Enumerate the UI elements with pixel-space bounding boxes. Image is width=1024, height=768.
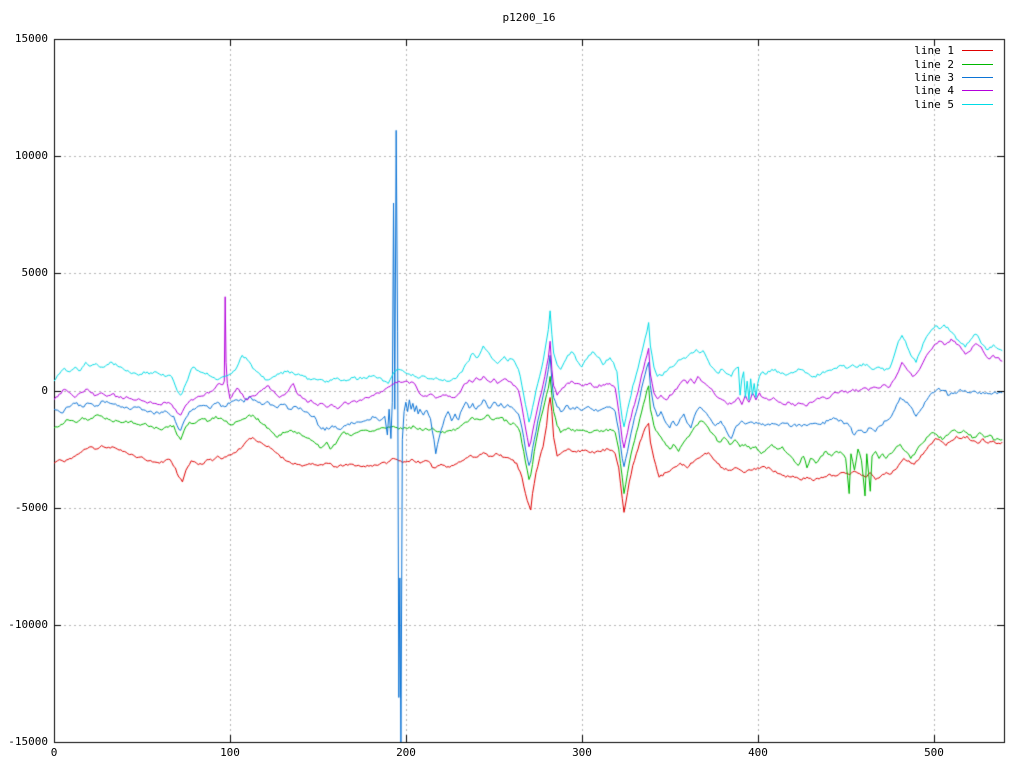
x-tick-label: 400 — [748, 746, 768, 759]
legend-label: line 5 — [914, 97, 954, 111]
y-tick-label: 0 — [41, 384, 48, 397]
legend-line-sample — [962, 50, 993, 52]
legend-row: line 4 — [914, 84, 993, 97]
x-tick-label: 200 — [396, 746, 416, 759]
y-tick-label: 10000 — [14, 149, 48, 162]
legend-label: line 3 — [914, 70, 954, 84]
legend-label: line 1 — [914, 44, 954, 58]
legend-label: line 2 — [914, 57, 954, 71]
x-tick-label: 300 — [572, 746, 592, 759]
legend-line-sample — [962, 76, 993, 78]
x-tick-label: 100 — [220, 746, 240, 759]
x-tick-label: 500 — [924, 746, 944, 759]
legend-row: line 2 — [914, 57, 993, 71]
chart-title: p1200_16 — [502, 11, 556, 24]
legend-line-sample — [962, 63, 993, 65]
legend-row: line 1 — [914, 44, 993, 57]
x-tick-label: 0 — [50, 746, 58, 759]
legend-row: line 5 — [914, 98, 993, 111]
y-tick-label: -5000 — [14, 501, 48, 514]
legend-label: line 4 — [914, 84, 954, 98]
y-tick-label: 15000 — [14, 32, 48, 45]
y-tick-label: -15000 — [8, 735, 48, 748]
legend-row: line 3 — [914, 71, 993, 84]
y-tick-label: -10000 — [8, 618, 48, 631]
y-tick-label: 5000 — [21, 266, 49, 279]
legend-line-sample — [962, 90, 993, 92]
legend-line-sample — [962, 103, 993, 105]
legend: line 1 line 2 line 3 line 4 line 5 — [914, 44, 993, 111]
